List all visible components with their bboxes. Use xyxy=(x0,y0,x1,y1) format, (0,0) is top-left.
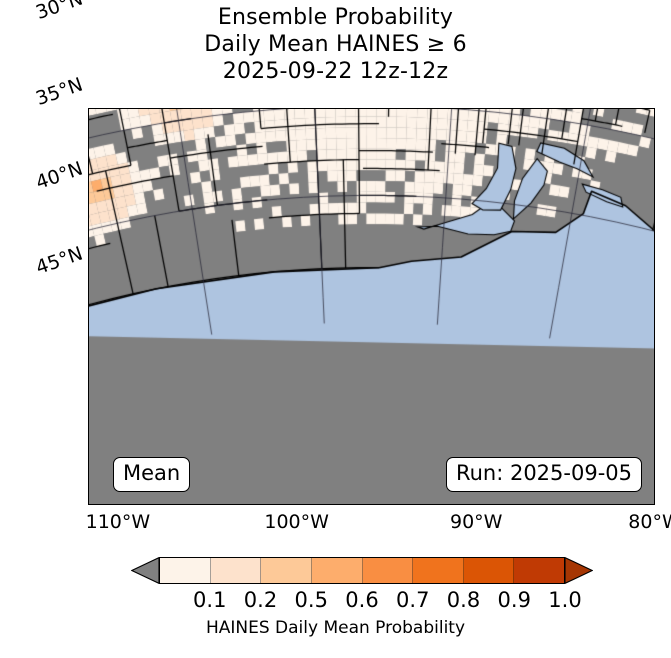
title-line-1: Ensemble Probability xyxy=(217,5,454,30)
lon-tick-100: 100°W xyxy=(264,511,329,533)
colorbar-gradient xyxy=(159,557,565,584)
colorbar-segment-3 xyxy=(311,558,363,583)
probability-heatmap xyxy=(89,109,654,504)
colorbar-tick-0.6: 0.6 xyxy=(345,588,379,612)
colorbar-axis-label: HAINES Daily Mean Probability xyxy=(205,618,466,638)
title-line-3: 2025-09-22 12z-12z xyxy=(222,59,449,84)
colorbar-tick-0.5: 0.5 xyxy=(294,588,328,612)
colorbar-segment-0 xyxy=(160,558,211,583)
colorbar-segment-5 xyxy=(413,558,464,583)
colorbar-tick-0.7: 0.7 xyxy=(396,588,430,612)
lon-tick-110: 110°W xyxy=(85,511,151,533)
colorbar-segment-4 xyxy=(362,558,414,583)
colorbar-segment-6 xyxy=(463,558,515,583)
chart-title: Ensemble Probability Daily Mean HAINES ≥… xyxy=(0,4,671,85)
colorbar-extend-min-arrow xyxy=(131,557,159,584)
run-annotation-box: Run: 2025-09-05 xyxy=(445,457,642,492)
colorbar-segment-2 xyxy=(261,558,312,583)
lon-tick-80: 80°W xyxy=(628,511,671,533)
lat-tick-40: 40°N xyxy=(33,157,86,195)
colorbar-tick-0.8: 0.8 xyxy=(446,588,481,612)
colorbar-tick-1.0: 1.0 xyxy=(548,588,582,612)
colorbar-extend-max-arrow xyxy=(565,557,593,584)
lon-tick-90: 90°W xyxy=(450,511,503,533)
colorbar-tick-0.2: 0.2 xyxy=(243,588,278,612)
colorbar-tick-0.1: 0.1 xyxy=(193,588,227,612)
colorbar: 0.1 0.2 0.5 0.6 0.7 0.8 0.9 1.0 HAINES Daily Me… xyxy=(0,548,671,658)
colorbar-segment-1 xyxy=(210,558,262,583)
title-line-2: Daily Mean HAINES ≥ 6 xyxy=(204,32,467,57)
colorbar-tick-0.9: 0.9 xyxy=(497,588,531,612)
map-plot-area: Mean Run: 2025-09-05 xyxy=(88,108,655,505)
colorbar-segment-7 xyxy=(514,558,564,583)
mean-annotation-box: Mean xyxy=(113,457,191,492)
lat-tick-45: 45°N xyxy=(33,242,86,280)
